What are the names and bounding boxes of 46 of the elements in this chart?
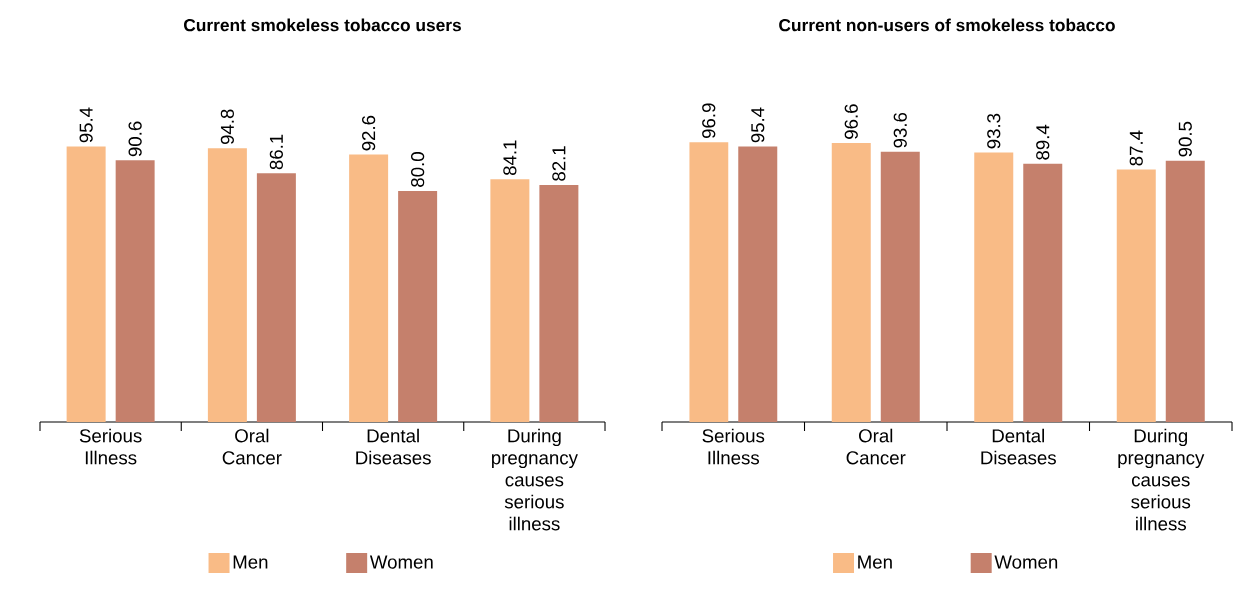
data-label: 95.4 bbox=[751, 107, 765, 143]
data-label: 87.4 bbox=[1129, 130, 1143, 166]
x-tick-label: Oral Cancer bbox=[222, 428, 282, 465]
legend-label: Women bbox=[994, 555, 1058, 569]
data-label: 93.6 bbox=[893, 112, 907, 148]
data-label: 93.3 bbox=[987, 113, 1001, 149]
bar bbox=[1023, 163, 1063, 422]
legend-label: Men bbox=[233, 555, 268, 569]
bar bbox=[1116, 169, 1156, 422]
chart-title: Current smokeless tobacco users bbox=[184, 18, 461, 32]
x-tick-label: Dental Diseases bbox=[981, 428, 1056, 465]
legend-label: Women bbox=[369, 555, 433, 569]
data-label: 82.1 bbox=[552, 146, 566, 181]
x-tick-label: Serious Illness bbox=[702, 428, 765, 465]
data-label: 84.1 bbox=[503, 140, 517, 176]
x-tick-label: During pregnancy causes serious illness bbox=[492, 428, 578, 531]
bar bbox=[831, 143, 871, 422]
data-label: 80.0 bbox=[411, 152, 425, 187]
data-label: 86.1 bbox=[269, 134, 283, 170]
bar bbox=[490, 179, 530, 422]
bar bbox=[689, 142, 729, 422]
bar bbox=[349, 154, 389, 422]
bar bbox=[539, 184, 579, 422]
bar bbox=[207, 148, 247, 422]
x-tick-label: Dental Diseases bbox=[356, 428, 431, 465]
data-label: 96.6 bbox=[844, 104, 858, 139]
bar bbox=[974, 152, 1014, 422]
bar bbox=[398, 190, 438, 422]
bar bbox=[1165, 160, 1205, 422]
legend-label: Men bbox=[858, 555, 892, 569]
data-label: 89.4 bbox=[1036, 124, 1050, 160]
chart-title: Current non-users of smokeless tobacco bbox=[779, 18, 1115, 32]
x-tick-label: Serious Illness bbox=[79, 428, 142, 465]
bar bbox=[738, 146, 778, 422]
x-tick-label: Oral Cancer bbox=[846, 428, 906, 465]
data-label: 92.6 bbox=[362, 115, 376, 151]
bar bbox=[880, 151, 920, 422]
data-label: 95.4 bbox=[79, 107, 93, 143]
data-label: 90.5 bbox=[1178, 121, 1192, 157]
data-label: 90.6 bbox=[128, 121, 142, 157]
data-label: 96.9 bbox=[702, 103, 716, 139]
bar bbox=[115, 160, 155, 422]
data-label: 94.8 bbox=[220, 109, 234, 145]
bar bbox=[256, 173, 296, 422]
x-tick-label: During pregnancy causes serious illness bbox=[1118, 428, 1205, 531]
bar bbox=[66, 146, 106, 422]
